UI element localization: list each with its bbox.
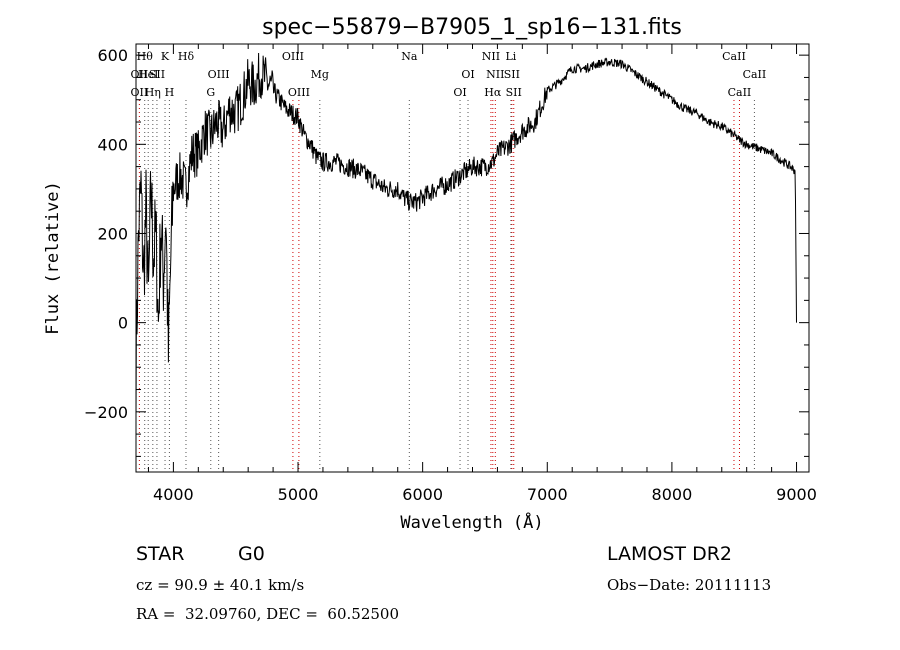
marker-label-8: Hδ (178, 50, 195, 63)
chart-title: spec−55879−B7905_1_sp16−131.fits (262, 15, 682, 40)
marker-label-17: NII (482, 50, 500, 63)
marker-label-7: H (165, 86, 175, 99)
survey-name: LAMOST DR2 (607, 543, 732, 565)
x-tick-label: 8000 (652, 485, 693, 504)
marker-label-21: SII (504, 68, 520, 81)
object-subclass: G0 (238, 543, 265, 565)
marker-label-18: Hα (484, 86, 502, 99)
marker-label-23: CaII (722, 50, 746, 63)
marker-label-16: OI (461, 68, 474, 81)
marker-label-0: OII (131, 68, 149, 81)
y-axis-label: Flux (relative) (43, 181, 63, 335)
obs-date: Obs−Date: 20111113 (607, 576, 771, 594)
object-class: STAR (136, 543, 184, 565)
marker-label-5: SII (149, 68, 165, 81)
x-axis-label: Wavelength (Å) (400, 511, 543, 533)
marker-label-24: CaII (728, 86, 752, 99)
line-markers: OIIOIIHθHeIHηSIIKHHδGOIIIOIIIOIIIMgNaOIO… (131, 50, 767, 472)
marker-label-10: OIII (208, 68, 230, 81)
marker-label-9: G (206, 86, 215, 99)
y-tick-label: 600 (97, 46, 128, 65)
redshift-info: cz = 90.9 ± 40.1 km/s (136, 576, 304, 594)
marker-label-25: CaII (743, 68, 767, 81)
coordinates: RA = 32.09760, DEC = 60.52500 (136, 605, 399, 623)
y-tick-label: 200 (97, 224, 128, 243)
x-tick-label: 5000 (278, 485, 319, 504)
x-tick-label: 4000 (153, 485, 194, 504)
marker-label-14: Na (401, 50, 418, 63)
marker-label-20: Li (505, 50, 516, 63)
y-tick-label: 0 (118, 314, 128, 333)
spectrum-line (135, 52, 797, 417)
marker-label-6: K (161, 50, 170, 63)
plot-frame (135, 43, 810, 473)
marker-label-1: OII (131, 86, 149, 99)
marker-label-2: Hθ (137, 50, 154, 63)
marker-label-11: OIII (282, 50, 304, 63)
x-tick-label: 9000 (776, 485, 817, 504)
x-tick-label: 6000 (402, 485, 443, 504)
marker-label-3: HeI (138, 68, 158, 81)
marker-label-12: OIII (288, 86, 310, 99)
y-tick-label: 400 (97, 135, 128, 154)
tick-labels: 4000 5000 6000 7000 8000 9000 −200 0 200 400 600 (84, 46, 817, 504)
x-tick-label: 7000 (527, 485, 568, 504)
marker-label-19: NII (486, 68, 504, 81)
axis-ticks (136, 44, 809, 472)
marker-label-22: SII (506, 86, 522, 99)
marker-label-15: OI (453, 86, 466, 99)
marker-label-13: Mg (311, 68, 329, 81)
y-tick-label: −200 (84, 403, 128, 422)
marker-label-4: Hη (145, 86, 161, 99)
spectrum-series (135, 52, 797, 417)
